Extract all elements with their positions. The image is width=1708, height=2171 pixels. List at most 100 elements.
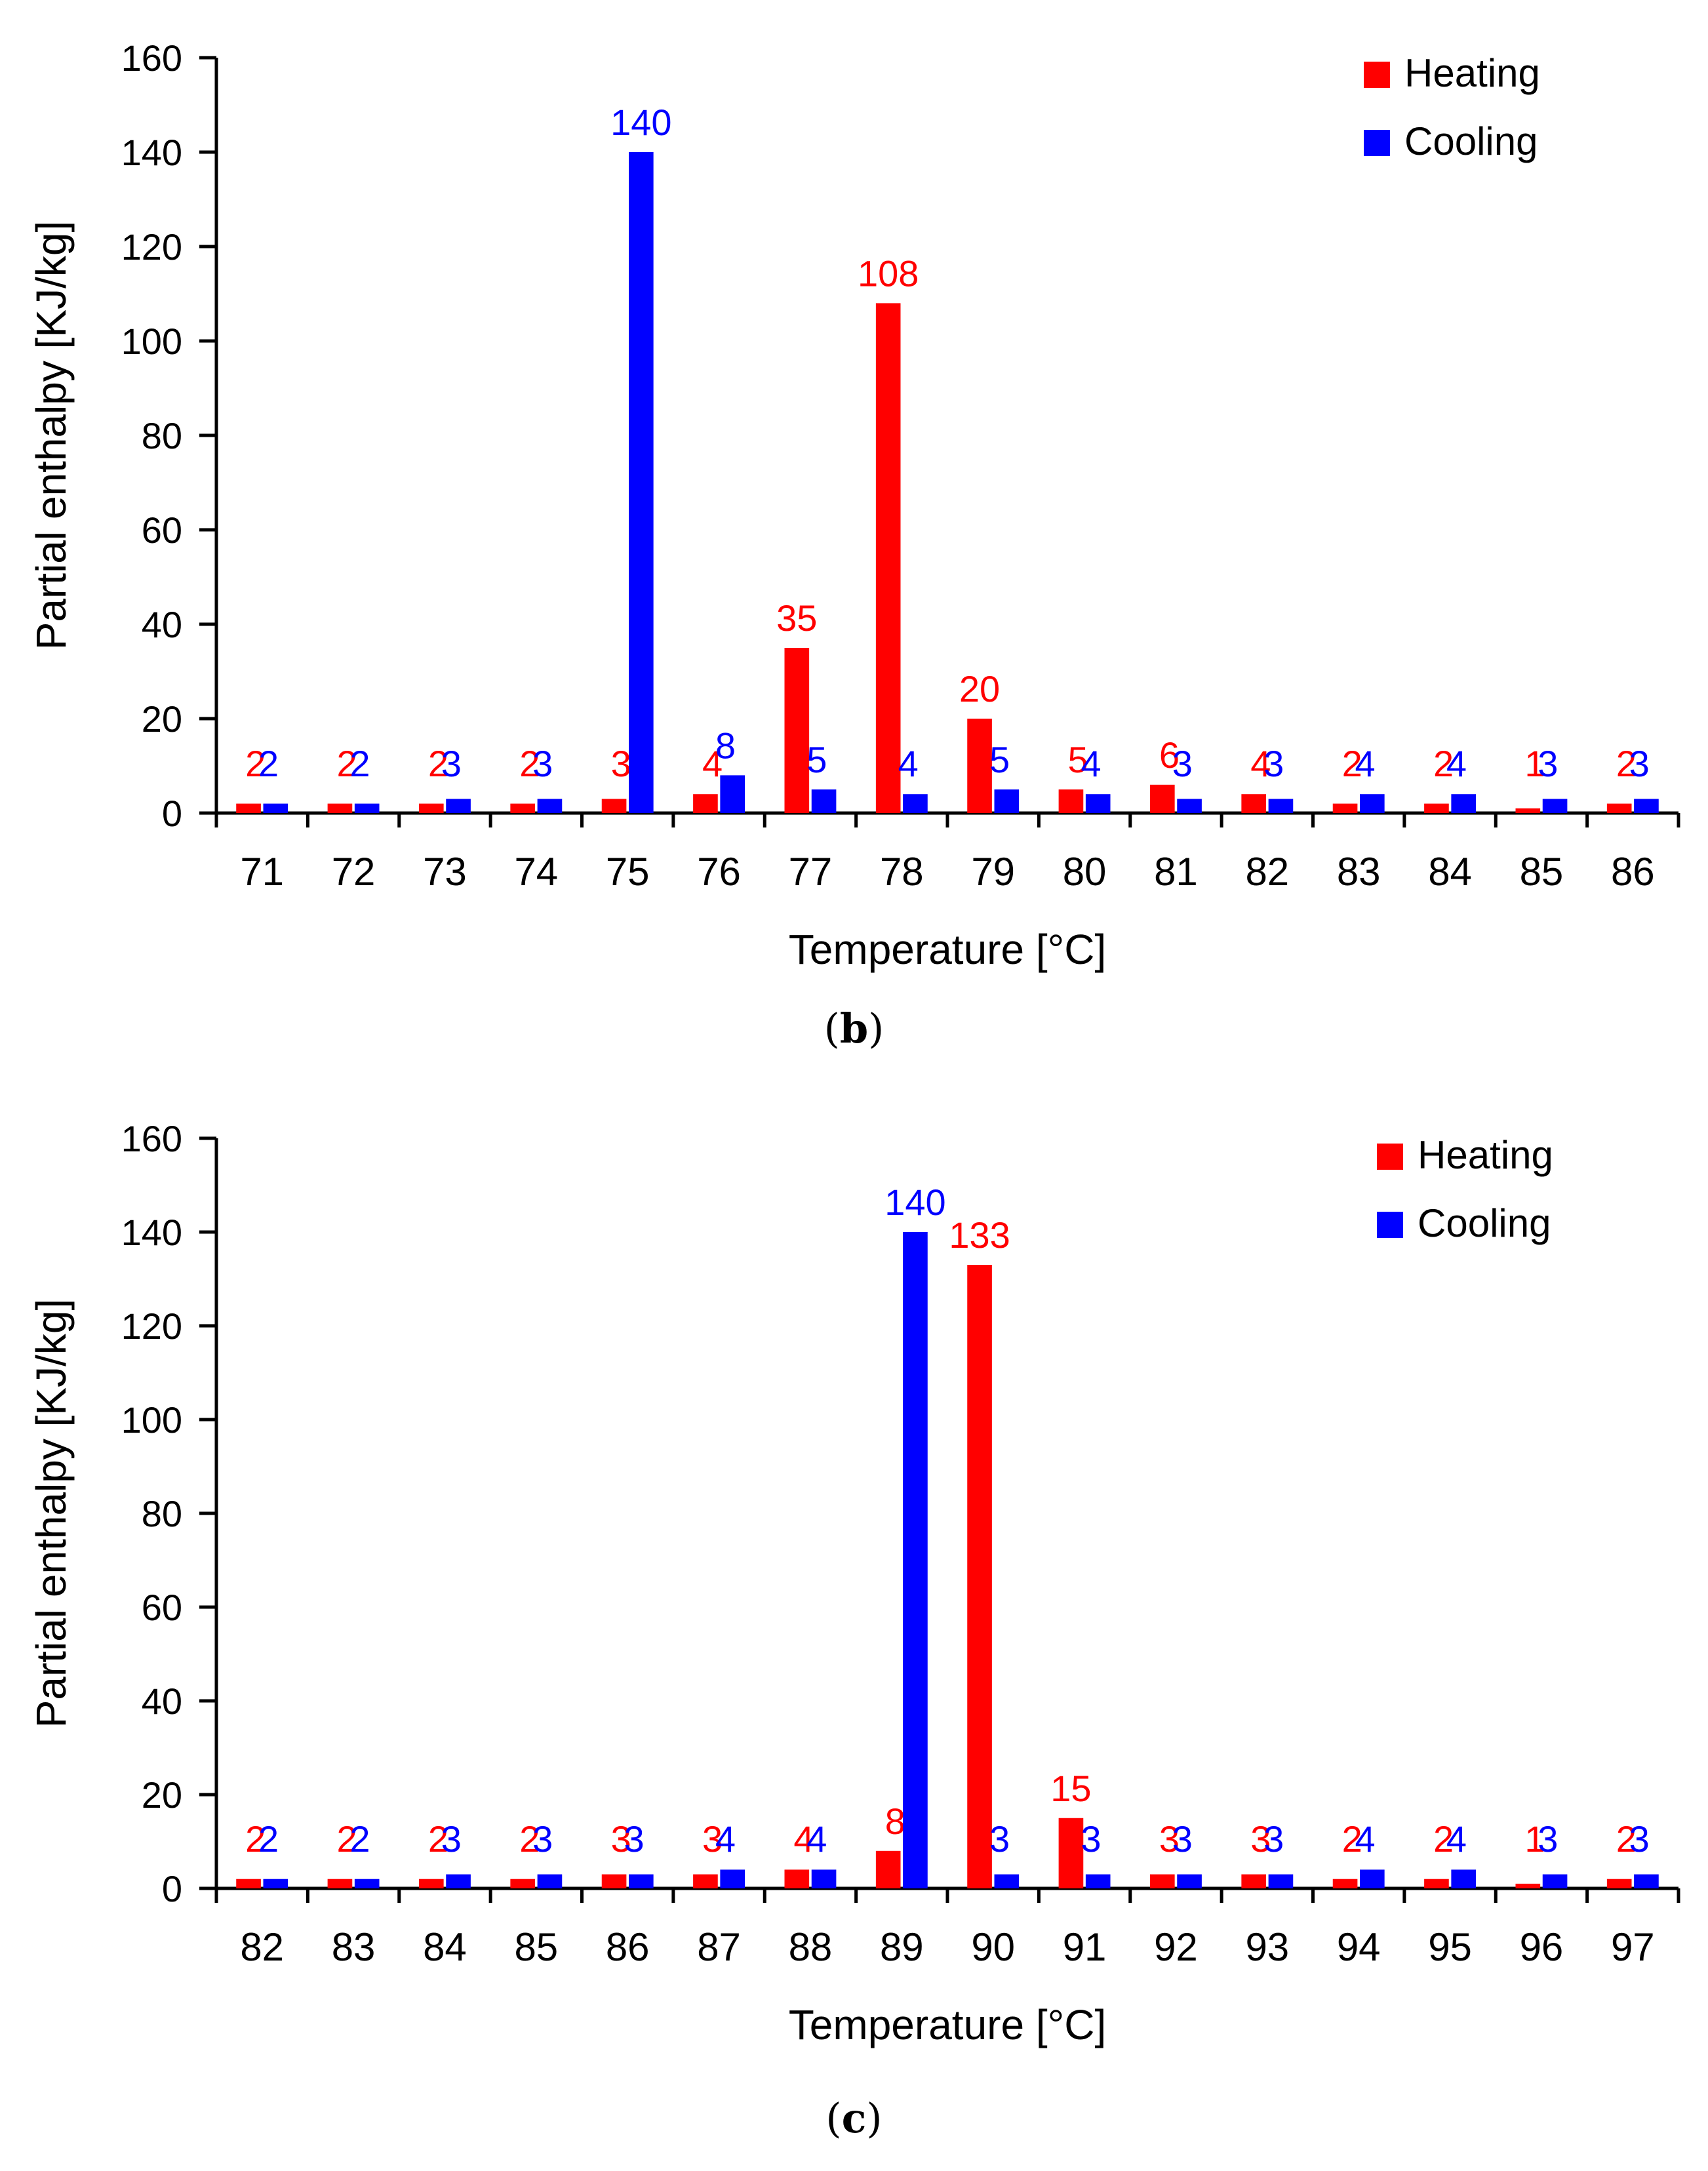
x-tick-label: 89: [880, 1925, 924, 1969]
cooling-data-label: 5: [806, 739, 827, 780]
cooling-bar: [354, 803, 380, 813]
heating-data-label: 5: [1068, 739, 1088, 780]
y-tick-label: 120: [121, 226, 182, 268]
cooling-bar: [1542, 799, 1568, 813]
y-tick-label: 40: [142, 604, 182, 645]
y-tick-label: 140: [121, 132, 182, 173]
heating-bar: [1515, 1883, 1541, 1888]
cooling-bar: [263, 803, 288, 813]
cooling-bar: [1451, 1869, 1477, 1888]
heating-data-label: 3: [611, 743, 631, 784]
x-tick-label: 86: [1611, 850, 1655, 894]
heating-bar: [1424, 803, 1449, 813]
cooling-data-label: 2: [349, 743, 370, 784]
heating-bar: [327, 1879, 353, 1888]
cooling-data-label: 3: [532, 743, 553, 784]
y-tick-label: 80: [142, 1493, 182, 1534]
y-tick-label: 140: [121, 1212, 182, 1253]
y-axis-title: Partial enthalpy [KJ/kg]: [28, 221, 75, 650]
cooling-data-label: 4: [1446, 743, 1467, 784]
heating-bar: [1424, 1879, 1449, 1888]
cooling-bar: [1634, 799, 1659, 813]
cooling-data-label: 4: [806, 1818, 827, 1860]
cooling-bar: [903, 1232, 928, 1888]
heating-bar: [1515, 808, 1541, 813]
x-tick-label: 76: [697, 850, 741, 894]
heating-data-label: 3: [1159, 1818, 1180, 1860]
heating-data-label: 8: [885, 1801, 905, 1842]
heating-bar: [236, 803, 261, 813]
x-tick-label: 94: [1337, 1925, 1381, 1969]
cooling-legend-swatch: [1377, 1212, 1403, 1238]
cooling-bar: [994, 1874, 1020, 1888]
x-tick-label: 82: [1245, 850, 1289, 894]
cooling-bar: [811, 789, 837, 813]
cooling-legend-swatch: [1364, 130, 1390, 156]
legend-label-heating: Heating: [1404, 51, 1540, 95]
legend-label-heating: Heating: [1418, 1133, 1553, 1177]
cooling-data-label: 3: [624, 1818, 645, 1860]
x-tick-label: 87: [697, 1925, 741, 1969]
heating-data-label: 4: [702, 743, 723, 784]
x-tick-label: 85: [1520, 850, 1564, 894]
x-tick-label: 97: [1611, 1925, 1655, 1969]
x-axis-title: Temperature [°C]: [789, 2001, 1106, 2048]
heating-data-label: 2: [428, 1818, 448, 1860]
cooling-data-label: 4: [1355, 743, 1376, 784]
heating-bar: [967, 1265, 992, 1888]
heating-data-label: 3: [611, 1818, 631, 1860]
x-tick-label: 93: [1245, 1925, 1289, 1969]
figure-caption-b: (b): [824, 1005, 884, 1052]
heating-data-label: 2: [1342, 1818, 1362, 1860]
heating-data-label: 6: [1159, 734, 1180, 776]
heating-bar: [510, 803, 536, 813]
x-tick-label: 77: [789, 850, 833, 894]
y-tick-label: 100: [121, 321, 182, 362]
cooling-data-label: 3: [1172, 1818, 1193, 1860]
heating-data-label: 3: [1250, 1818, 1271, 1860]
cooling-data-label: 4: [1355, 1818, 1376, 1860]
heating-bar: [1058, 1818, 1084, 1888]
heating-data-label: 2: [428, 743, 448, 784]
heating-data-label: 2: [519, 743, 540, 784]
x-tick-label: 74: [514, 850, 558, 894]
heating-legend-swatch: [1377, 1144, 1403, 1170]
y-tick-label: 160: [121, 1118, 182, 1159]
y-tick-label: 60: [142, 509, 182, 551]
cooling-data-label: 3: [989, 1818, 1010, 1860]
cooling-bar: [1634, 1874, 1659, 1888]
cooling-data-label: 5: [989, 739, 1010, 780]
heating-bar: [967, 719, 992, 813]
heating-bar: [601, 799, 627, 813]
y-tick-label: 0: [162, 1868, 182, 1909]
chart-panel-b: 0 20 40 60 80 100 120 140 160 71 72 73 74 75 76 77 78 79 8…: [28, 37, 1680, 1052]
heating-data-label: 2: [337, 1818, 357, 1860]
cooling-bar: [903, 794, 928, 813]
cooling-data-label: 3: [532, 1818, 553, 1860]
heating-data-label: 2: [1433, 1818, 1454, 1860]
x-tick-label: 91: [1063, 1925, 1107, 1969]
cooling-data-label: 140: [610, 102, 671, 143]
x-tick-label: 88: [789, 1925, 833, 1969]
x-tick-label: 71: [240, 850, 284, 894]
cooling-bar: [628, 1874, 654, 1888]
cooling-bar: [1085, 794, 1111, 813]
cooling-bar: [1268, 799, 1294, 813]
figure-caption-c: (c): [825, 2094, 883, 2142]
heating-bar: [418, 1879, 444, 1888]
x-tick-label: 84: [423, 1925, 467, 1969]
cooling-bar: [1359, 1869, 1385, 1888]
heating-data-label: 2: [245, 743, 266, 784]
cooling-data-label: 4: [715, 1818, 736, 1860]
heating-bar: [1149, 1874, 1175, 1888]
x-tick-label: 83: [1337, 850, 1381, 894]
heating-data-label: 108: [858, 252, 919, 294]
cooling-data-label: 3: [1538, 1818, 1558, 1860]
cooling-data-label: 3: [441, 1818, 462, 1860]
x-tick-label: 80: [1063, 850, 1107, 894]
heating-data-label: 2: [1616, 743, 1637, 784]
cooling-bar: [811, 1869, 837, 1888]
heating-data-label: 2: [1342, 743, 1362, 784]
heating-data-label: 133: [949, 1214, 1010, 1256]
